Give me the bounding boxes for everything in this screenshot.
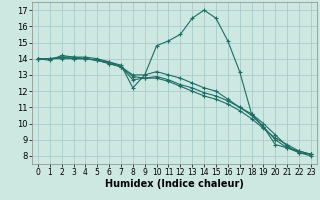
X-axis label: Humidex (Indice chaleur): Humidex (Indice chaleur) <box>105 179 244 189</box>
